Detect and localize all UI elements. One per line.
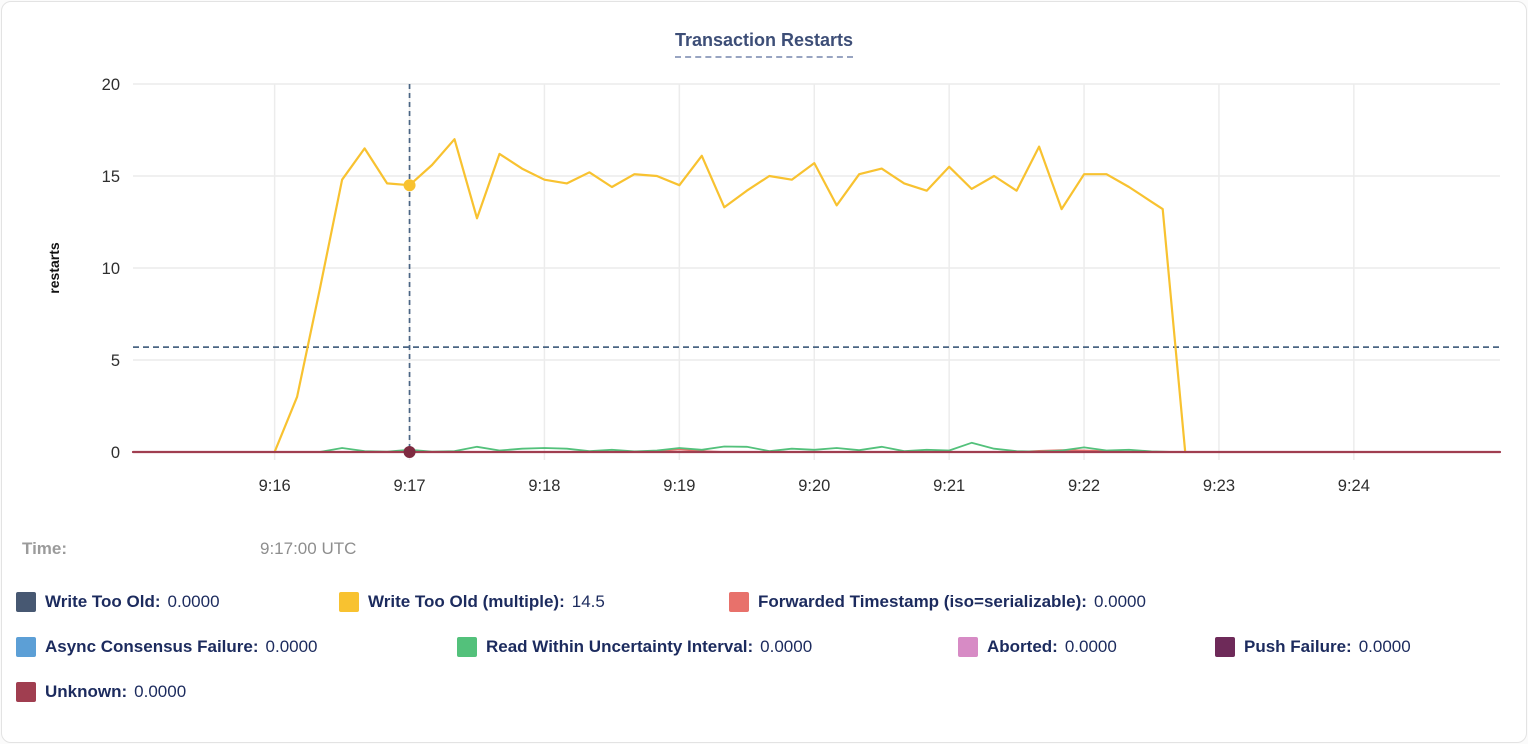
legend-item-write-too-old-multiple: Write Too Old (multiple): 14.5 — [339, 592, 605, 612]
legend-value: 0.0000 — [134, 682, 187, 701]
series-line-read-within-uncertainty-interval — [318, 441, 1175, 453]
y-axis-label: restarts — [46, 242, 62, 294]
legend-item-async-consensus-failure: Async Consensus Failure: 0.0000 — [16, 637, 318, 657]
legend-item-unknown: Unknown: 0.0000 — [16, 682, 186, 702]
y-tick-label: 20 — [102, 76, 120, 94]
legend-label: Write Too Old: — [45, 592, 161, 611]
legend-value: 0.0000 — [265, 637, 318, 656]
legend-label: Aborted: — [987, 637, 1058, 656]
time-label: Time: — [22, 539, 68, 558]
legend-value: 0.0000 — [1358, 637, 1411, 656]
legend-item-aborted: Aborted: 0.0000 — [958, 637, 1117, 657]
legend-label: Read Within Uncertainty Interval: — [486, 637, 754, 656]
legend-row-3: Unknown: 0.0000 — [16, 682, 1516, 704]
legend-swatch-async-consensus-failure — [16, 637, 36, 657]
legend-label: Write Too Old (multiple): — [368, 592, 565, 611]
series-line-write-too-old-multiple — [273, 138, 1187, 454]
x-tick-label: 9:19 — [663, 477, 695, 495]
legend-label: Push Failure: — [1244, 637, 1352, 656]
legend-value: 0.0000 — [1093, 592, 1146, 611]
legend-swatch-unknown — [16, 682, 36, 702]
legend-swatch-read-within-uncertainty-interval — [457, 637, 477, 657]
legend-label: Forwarded Timestamp (iso=serializable): — [758, 592, 1087, 611]
time-value: 9:17:00 UTC — [260, 539, 357, 558]
legend-swatch-write-too-old — [16, 592, 36, 612]
x-tick-label: 9:21 — [933, 477, 965, 495]
x-tick-label: 9:23 — [1203, 477, 1235, 495]
chart-title-wrap: Transaction Restarts — [2, 30, 1526, 58]
y-tick-label: 0 — [111, 444, 120, 462]
legend-item-read-within-uncertainty-interval: Read Within Uncertainty Interval: 0.0000 — [457, 637, 812, 657]
hover-dot-write-too-old-multiple- — [403, 179, 416, 192]
x-tick-label: 9:16 — [259, 477, 291, 495]
y-tick-label: 15 — [102, 168, 120, 186]
x-tick-label: 9:24 — [1338, 477, 1370, 495]
legend-item-forwarded-timestamp: Forwarded Timestamp (iso=serializable): 0… — [729, 592, 1146, 612]
x-tick-label: 9:17 — [393, 477, 425, 495]
legend-row-2: Async Consensus Failure: 0.0000 Read Withi… — [16, 637, 1516, 659]
legend-row-1: Write Too Old: 0.0000 Write Too Old (multi… — [16, 592, 1516, 614]
time-row: Time: 9:17:00 UTC — [22, 539, 1502, 561]
legend-value: 14.5 — [571, 592, 605, 611]
legend-value: 0.0000 — [1064, 637, 1117, 656]
legend-swatch-push-failure — [1215, 637, 1235, 657]
x-tick-label: 9:18 — [528, 477, 560, 495]
x-tick-label: 9:22 — [1068, 477, 1100, 495]
transaction-restarts-chart[interactable]: 0 5 10 15 20 9:16 9:17 9:18 9:19 9:20 9:21 9:22 9:23… — [2, 2, 1527, 507]
x-tick-label: 9:20 — [798, 477, 830, 495]
legend-swatch-forwarded-timestamp — [729, 592, 749, 612]
legend-value: 0.0000 — [167, 592, 220, 611]
legend-item-write-too-old: Write Too Old: 0.0000 — [16, 592, 220, 612]
legend-swatch-aborted — [958, 637, 978, 657]
chart-title[interactable]: Transaction Restarts — [674, 30, 854, 58]
legend-value: 0.0000 — [760, 637, 813, 656]
legend-label: Unknown: — [45, 682, 128, 701]
legend-label: Async Consensus Failure: — [45, 637, 259, 656]
legend-swatch-write-too-old-multiple — [339, 592, 359, 612]
y-tick-label: 10 — [102, 260, 120, 278]
y-tick-label: 5 — [111, 352, 120, 370]
hover-dot-unknown — [403, 446, 416, 458]
legend-item-push-failure: Push Failure: 0.0000 — [1215, 637, 1411, 657]
